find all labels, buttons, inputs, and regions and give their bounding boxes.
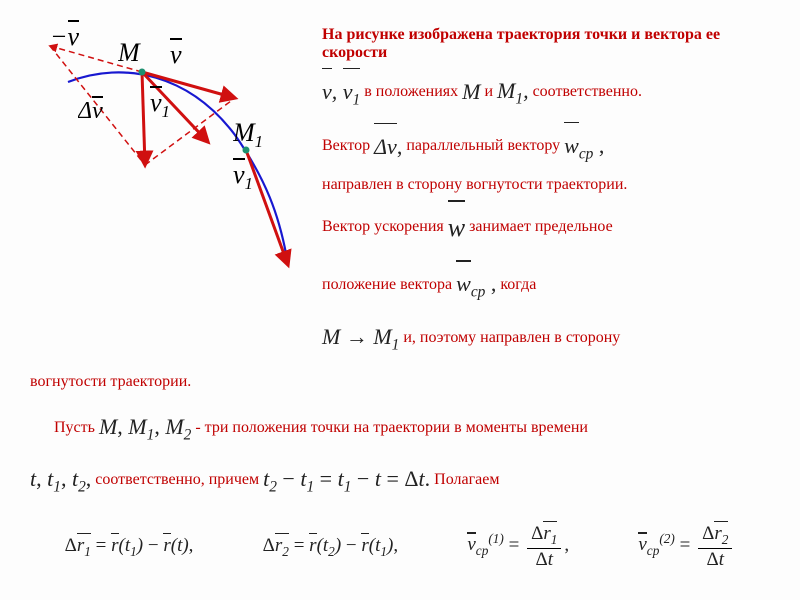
line-concavity: направлен в сторону вогнутости траектори… <box>322 176 770 194</box>
line-M-to-M1: M → M1 и, поэтому направлен в сторону <box>322 315 770 361</box>
line-three-positions: Пусть M, M1, M2 - три положения точки на… <box>30 405 770 451</box>
line-positions: v, v1 в положениях M и M1, соответственн… <box>322 68 770 116</box>
line-limit: положение вектора wcp , когда <box>322 260 770 308</box>
line-times: t, t1, t2, соответственно, причем t2 − t… <box>30 457 770 503</box>
intro-text: На рисунке изображена траектория точки и… <box>322 26 770 62</box>
line-dv-vector: Вектор Δv, параллельный вектору wcp , <box>322 122 770 170</box>
line-accel: Вектор ускорения w занимает предельное <box>322 200 770 254</box>
trajectory-diagram: −vMvΔvv1M1v1 <box>30 20 310 367</box>
equations: Δr1 = r(t1) − r(t), Δr2 = r(t2) − r(t1),… <box>30 521 770 571</box>
line-concavity-end: вогнутости траектории. <box>30 373 770 391</box>
